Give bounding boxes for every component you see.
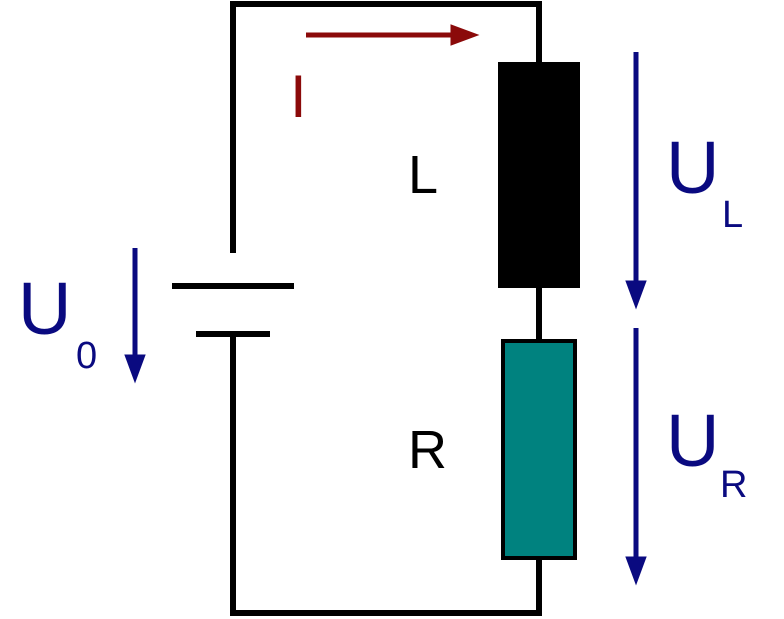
- inductor: [498, 62, 580, 288]
- source-voltage-arrow: [124, 248, 146, 384]
- current-arrow-head: [450, 24, 480, 46]
- resistor-voltage-symbol: U: [666, 399, 719, 482]
- source-voltage-arrow-head: [124, 354, 146, 384]
- resistor-label: R: [408, 420, 447, 480]
- inductor-voltage-arrow: [625, 52, 647, 310]
- inductor-voltage-arrow-head: [625, 280, 647, 310]
- current-arrow: [306, 24, 480, 46]
- inductor-voltage-subscript: L: [722, 194, 743, 236]
- resistor-voltage-subscript: R: [720, 464, 747, 506]
- source-voltage-symbol: U: [18, 267, 71, 350]
- resistor: [501, 339, 577, 560]
- circuit-wires: [230, 1, 542, 616]
- resistor-voltage-arrow: [625, 328, 647, 586]
- battery-symbol: [172, 283, 294, 337]
- source-voltage-subscript: 0: [76, 335, 97, 377]
- inductor-voltage-symbol: U: [666, 126, 719, 209]
- inductor-label: L: [408, 145, 438, 205]
- resistor-voltage-arrow-head: [625, 556, 647, 586]
- current-label: I: [290, 63, 307, 130]
